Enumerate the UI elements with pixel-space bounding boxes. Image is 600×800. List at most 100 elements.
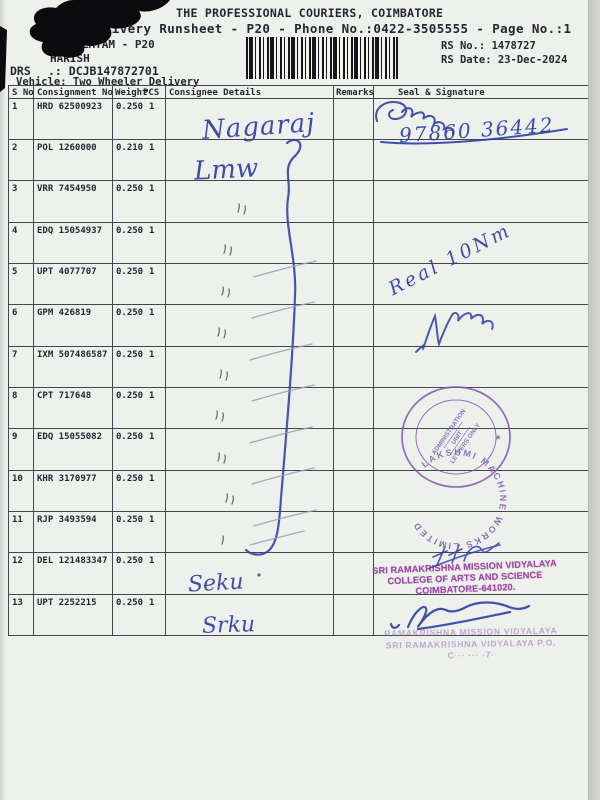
cell-pcs: 1 [149, 598, 155, 608]
cell-s-no: 5 [12, 267, 18, 277]
col-consignment-no: Consignment No [37, 88, 113, 98]
cell-s-no: 11 [12, 515, 23, 525]
col-weight: Weight [115, 88, 148, 98]
table-line [8, 85, 9, 635]
cell-weight: 0.250 [116, 432, 144, 442]
cell-s-no: 13 [12, 598, 23, 608]
table-line [8, 594, 588, 595]
table-line [165, 85, 166, 635]
round-stamp: LAKSHMI MACHINE WORKS LIMITED ★ ADMINIST… [401, 386, 511, 551]
cell-pcs: 1 [149, 391, 155, 401]
cell-s-no: 2 [12, 143, 18, 153]
cell-pcs: 1 [149, 143, 155, 153]
pencil-ticks [215, 203, 246, 545]
cell-s-no: 1 [12, 102, 18, 112]
paper-edge-right [588, 0, 600, 800]
cell-pcs: 1 [149, 308, 155, 318]
cell-weight: 0.250 [116, 350, 144, 360]
cell-consignment: GPM 426819 [37, 308, 92, 318]
cell-weight: 0.250 [116, 391, 144, 401]
col-pcs: PCS [143, 88, 160, 98]
cell-consignment: IXM 507486587 [37, 350, 108, 360]
cell-s-no: 7 [12, 350, 18, 360]
table-line [8, 263, 588, 264]
cell-weight: 0.250 [116, 102, 144, 112]
table-line [8, 470, 588, 471]
delivery-check-line [244, 138, 302, 556]
ink-blot [0, 0, 170, 92]
cell-consignment: KHR 3170977 [37, 474, 97, 484]
cell-weight: 0.250 [116, 598, 144, 608]
cell-s-no: 10 [12, 474, 23, 484]
cell-s-no: 4 [12, 226, 18, 236]
barcode [246, 37, 398, 79]
cell-s-no: 9 [12, 432, 18, 442]
table-line [8, 139, 588, 140]
cell-weight: 0.250 [116, 226, 144, 236]
cell-weight: 0.250 [116, 267, 144, 277]
table-line [333, 85, 334, 635]
cell-s-no: 3 [12, 184, 18, 194]
table-line [8, 85, 588, 86]
paper-edge-left [0, 0, 6, 800]
cell-pcs: 1 [149, 515, 155, 525]
table-line [8, 387, 588, 388]
table-line [8, 552, 588, 553]
cell-weight: 0.250 [116, 184, 144, 194]
table-line [373, 85, 374, 635]
cell-consignment: CPT 717648 [37, 391, 92, 401]
cell-pcs: 1 [149, 556, 155, 566]
cell-pcs: 1 [149, 184, 155, 194]
cell-s-no: 8 [12, 391, 18, 401]
cell-weight: 0.250 [116, 308, 144, 318]
drs-label: DRS [10, 64, 31, 78]
rs-date: RS Date: 23-Dec-2024 [441, 54, 568, 66]
cell-consignment: EDQ 15055082 [37, 432, 103, 442]
cell-consignment: HRD 62500923 [37, 102, 103, 112]
cell-weight: 0.250 [116, 556, 144, 566]
round-stamp-star: ★ [495, 430, 502, 443]
col-consignee-details: Consignee Details [169, 88, 262, 98]
table-line [8, 304, 588, 305]
table-line [8, 511, 588, 512]
page-title: THE PROFESSIONAL COURIERS, COIMBATORE [176, 6, 444, 20]
cell-consignment: POL 1260000 [37, 143, 97, 153]
hlay-scribble [429, 542, 501, 569]
table-line [8, 428, 588, 429]
table-line [8, 180, 588, 181]
cell-weight: 0.250 [116, 474, 144, 484]
pencil-slashes [249, 260, 317, 546]
cell-pcs: 1 [149, 350, 155, 360]
cell-pcs: 1 [149, 267, 155, 277]
cell-consignment: RJP 3493594 [37, 515, 97, 525]
rs-number: RS No.: 1478727 [441, 40, 536, 52]
table-line [8, 98, 588, 99]
cell-consignment: EDQ 15054937 [37, 226, 103, 236]
cell-pcs: 1 [149, 432, 155, 442]
col-s-no: S No [12, 88, 34, 98]
svg-text:LAKSHMI MACHINE WORKS LIMITED: LAKSHMI MACHINE WORKS LIMITED [411, 447, 508, 551]
cell-weight: 0.250 [116, 515, 144, 525]
cell-consignment: UPT 4077707 [37, 267, 97, 277]
cell-s-no: 6 [12, 308, 18, 318]
pen-dot [257, 573, 261, 577]
col-seal-signature: Seal & Signature [398, 88, 485, 98]
mkruz-signature [389, 601, 531, 631]
table-line [112, 85, 113, 635]
table-line [33, 85, 34, 635]
cell-consignment: VRR 7454950 [37, 184, 97, 194]
signature-scribble [375, 101, 568, 145]
underline-stroke [380, 128, 568, 145]
col-remarks: Remarks [336, 88, 374, 98]
cell-pcs: 1 [149, 474, 155, 484]
cell-pcs: 1 [149, 102, 155, 112]
cell-consignment: UPT 2252215 [37, 598, 97, 608]
cell-pcs: 1 [149, 226, 155, 236]
table-line [8, 635, 588, 636]
runsheet-subtitle: Delivery Runsheet - P20 - Phone No.:0422… [88, 21, 572, 36]
cell-s-no: 12 [12, 556, 23, 566]
round-stamp-outer-text: LAKSHMI MACHINE WORKS LIMITED [411, 447, 506, 551]
nyu-signature [415, 312, 494, 353]
